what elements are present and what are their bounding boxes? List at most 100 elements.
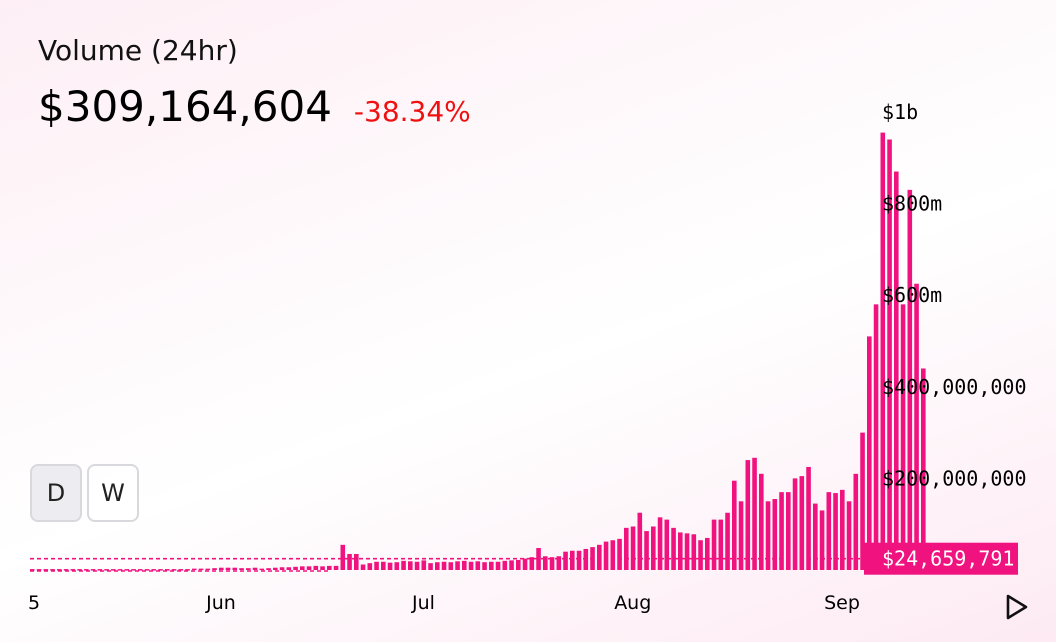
bar bbox=[36, 569, 42, 571]
play-icon[interactable] bbox=[1002, 592, 1032, 622]
bar bbox=[124, 569, 130, 571]
bar bbox=[630, 526, 636, 570]
bar bbox=[219, 567, 224, 570]
bar bbox=[286, 567, 292, 570]
daily-button[interactable]: D bbox=[30, 464, 82, 522]
bar bbox=[84, 569, 89, 571]
bar bbox=[178, 569, 184, 571]
bar bbox=[131, 569, 136, 571]
bar bbox=[367, 563, 373, 570]
bar bbox=[30, 569, 35, 571]
bar bbox=[610, 540, 616, 570]
bar bbox=[77, 569, 82, 571]
bar bbox=[455, 561, 460, 570]
bar bbox=[792, 478, 798, 570]
bar bbox=[300, 566, 305, 570]
bar bbox=[840, 489, 845, 570]
bar bbox=[819, 510, 825, 570]
bar bbox=[657, 517, 663, 570]
bar bbox=[246, 568, 251, 570]
bar bbox=[448, 562, 454, 570]
bar bbox=[394, 562, 400, 570]
bar bbox=[482, 562, 487, 570]
bar bbox=[313, 565, 319, 570]
bar bbox=[70, 569, 76, 571]
bar bbox=[887, 139, 892, 571]
weekly-button[interactable]: W bbox=[87, 464, 139, 522]
bar bbox=[873, 304, 879, 570]
bar bbox=[529, 557, 535, 570]
bar bbox=[97, 569, 103, 571]
y-tick-label: $800m bbox=[882, 192, 942, 216]
bar bbox=[387, 562, 393, 570]
bar bbox=[664, 519, 670, 570]
bar bbox=[867, 336, 872, 570]
bar bbox=[826, 492, 832, 570]
bar bbox=[171, 569, 177, 571]
bars-group bbox=[30, 132, 933, 571]
bar bbox=[516, 559, 521, 570]
x-tick-label: Aug bbox=[614, 592, 651, 614]
bar bbox=[853, 473, 859, 570]
bar bbox=[57, 569, 62, 571]
bar bbox=[759, 473, 764, 570]
bar bbox=[576, 550, 582, 570]
x-tick-label: Jul bbox=[411, 592, 435, 614]
bar bbox=[806, 466, 811, 570]
bar bbox=[111, 569, 116, 571]
bar bbox=[617, 538, 622, 570]
x-axis: 5 Jun Jul Aug Sep bbox=[28, 592, 860, 614]
bar bbox=[894, 171, 899, 571]
bar bbox=[205, 568, 211, 571]
bar bbox=[63, 569, 69, 571]
bar bbox=[637, 512, 643, 570]
bar bbox=[360, 564, 366, 570]
bar bbox=[644, 531, 649, 570]
value-row: $309,164,604 -38.34% bbox=[38, 82, 471, 131]
bar bbox=[543, 556, 548, 570]
bar bbox=[921, 368, 926, 570]
bar bbox=[671, 527, 676, 570]
bar bbox=[50, 569, 55, 571]
x-tick-label: Jun bbox=[205, 592, 236, 614]
bar bbox=[165, 569, 170, 571]
bar bbox=[556, 556, 562, 570]
bar bbox=[259, 568, 265, 571]
bar bbox=[185, 569, 190, 571]
bar bbox=[489, 561, 494, 570]
bar bbox=[138, 569, 143, 571]
bar bbox=[705, 537, 710, 570]
bar bbox=[738, 501, 744, 570]
bar bbox=[914, 283, 919, 570]
bar bbox=[43, 569, 49, 571]
bar bbox=[252, 567, 258, 570]
bar bbox=[745, 460, 751, 570]
bar bbox=[462, 560, 467, 570]
bar bbox=[320, 566, 325, 570]
bar bbox=[90, 569, 96, 571]
bar bbox=[212, 568, 217, 570]
bar bbox=[563, 551, 568, 570]
bar bbox=[725, 512, 730, 570]
bar bbox=[765, 501, 771, 570]
current-value-label: $24,659,791 bbox=[882, 547, 1014, 571]
bar bbox=[651, 526, 656, 570]
bar bbox=[786, 492, 791, 570]
bar bbox=[232, 567, 238, 570]
current-value-badge bbox=[864, 542, 1018, 575]
bar bbox=[293, 566, 298, 570]
bar bbox=[306, 566, 312, 570]
bar bbox=[333, 565, 339, 570]
bar bbox=[104, 569, 109, 571]
y-tick-label: $400,000,000 bbox=[882, 375, 1027, 399]
bar bbox=[813, 503, 818, 570]
bar bbox=[779, 492, 784, 570]
bar bbox=[772, 499, 778, 570]
bar bbox=[381, 561, 386, 570]
bar bbox=[698, 540, 703, 570]
bar bbox=[340, 544, 346, 570]
volume-value: $309,164,604 bbox=[38, 82, 332, 131]
bar bbox=[711, 519, 717, 570]
bar bbox=[900, 304, 906, 570]
